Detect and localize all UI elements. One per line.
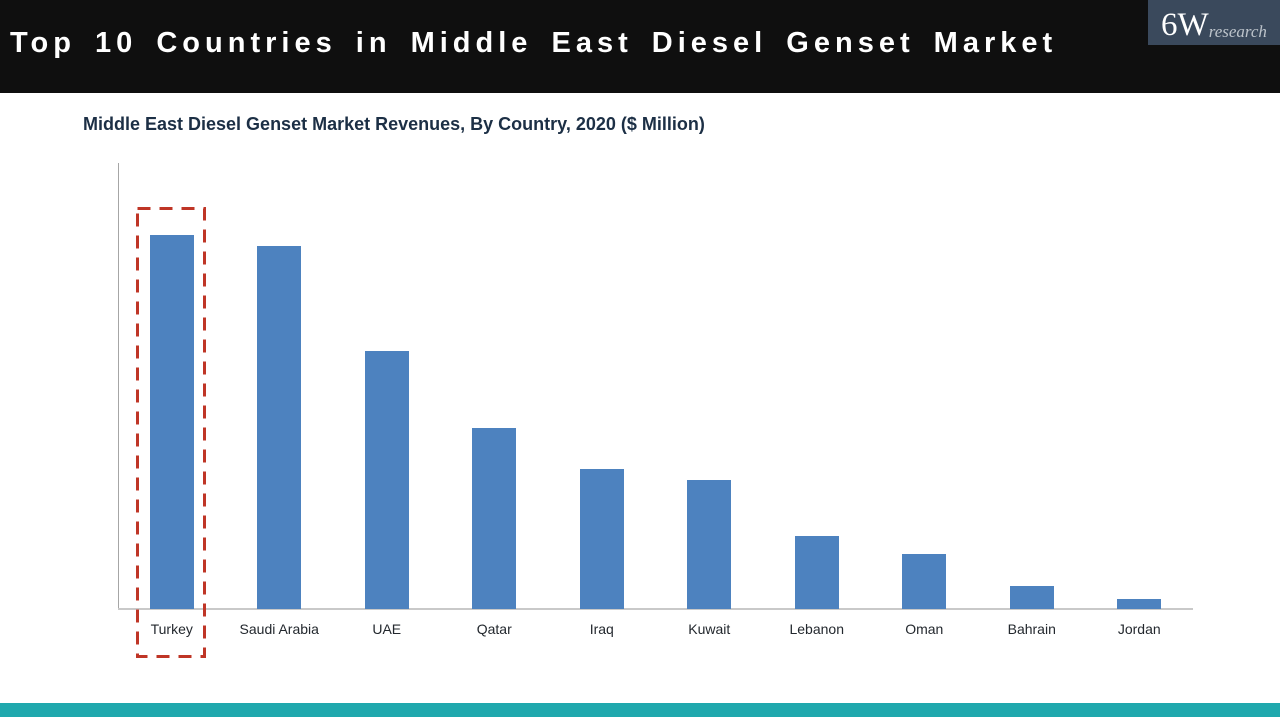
bar-slot-kuwait [656,163,764,609]
bars-container [118,163,1193,609]
bar-slot-lebanon [763,163,871,609]
bar-uae [364,351,409,609]
x-axis-labels: Turkey Saudi Arabia UAE Qatar Iraq Kuwait Leba… [118,621,1193,637]
x-axis-label-uae: UAE [372,621,402,637]
highlight-dashed-box [136,207,206,658]
bar-saudi-arabia [257,246,302,609]
x-axis-label-saudi-arabia: Saudi Arabia [239,621,319,637]
x-axis-label-jordan: Jordan [1117,621,1161,637]
x-axis-label-kuwait: Kuwait [688,621,731,637]
chart-title: Middle East Diesel Genset Market Revenue… [83,114,705,134]
x-axis-label-lebanon: Lebanon [789,621,844,637]
bar-slot-iraq [548,163,656,609]
bar-bahrain [1009,586,1054,609]
logo-6w-text: 6W [1161,7,1209,43]
6wresearch-logo: 6W research [1148,0,1280,45]
bar-slot-saudi-arabia [226,163,334,609]
bar-slot-qatar [441,163,549,609]
x-axis-label-iraq: Iraq [589,621,614,637]
bar-slot-uae [333,163,441,609]
x-axis-label-qatar: Qatar [476,621,512,637]
bar-oman [902,554,947,609]
x-axis-line [118,608,1193,610]
bar-lebanon [794,536,839,609]
x-axis-label-oman: Oman [905,621,944,637]
x-axis-label-turkey: Turkey [150,621,193,637]
header-bar: Top 10 Countries in Middle East Diesel G… [0,0,1280,93]
bar-kuwait [687,480,732,609]
bar-slot-oman [871,163,979,609]
bar-qatar [472,428,517,609]
logo-research-text: research [1208,21,1267,41]
page-title: Top 10 Countries in Middle East Diesel G… [10,27,1058,59]
bar-jordan [1117,599,1162,609]
footer-accent-bar [0,703,1280,717]
bar-iraq [579,469,624,609]
bar-turkey [149,235,194,609]
bar-slot-bahrain [978,163,1086,609]
y-axis-line [118,163,119,609]
bar-slot-jordan [1086,163,1194,609]
bar-slot-turkey [118,163,226,609]
x-axis-label-bahrain: Bahrain [1007,621,1056,637]
bar-chart: Turkey Saudi Arabia UAE Qatar Iraq Kuwait Leba… [118,163,1193,637]
